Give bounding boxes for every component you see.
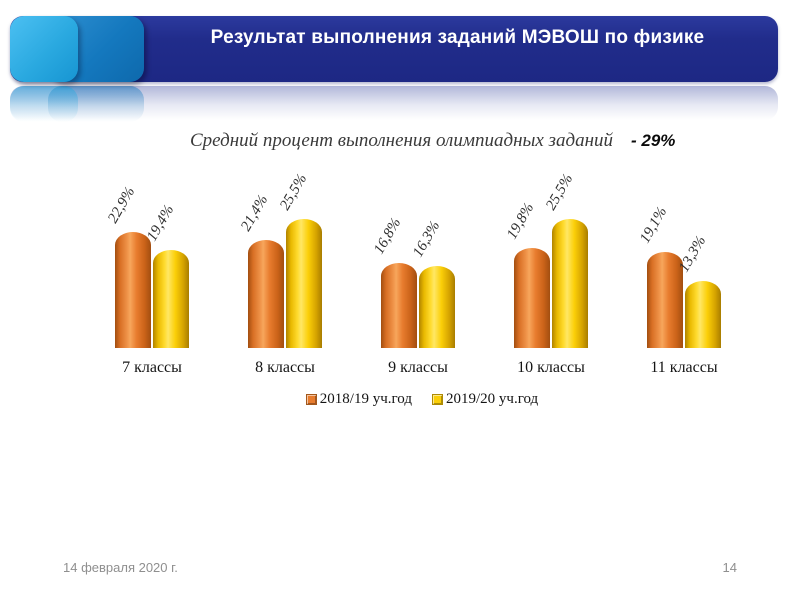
x-axis-label: 7 классы [122, 359, 182, 376]
slide-page-number: 14 [722, 560, 737, 575]
bar-value-label: 22,9% [105, 184, 139, 226]
bar-value-label: 25,5% [543, 171, 577, 213]
bar-series0-10-классы [514, 248, 550, 348]
bar-value-label: 13,3% [676, 233, 710, 275]
x-axis-label: 11 классы [650, 359, 718, 376]
x-axis-label: 8 классы [255, 359, 315, 376]
bar-value-label: 25,5% [277, 171, 311, 213]
bar-series1-7-классы [153, 250, 189, 348]
bar-value-label: 19,1% [637, 204, 671, 246]
bar-series1-11-классы [685, 281, 721, 348]
x-axis-label: 9 классы [388, 359, 448, 376]
legend-label: 2018/19 уч.год [319, 391, 412, 407]
bar-series1-10-классы [552, 219, 588, 348]
light-blue-square-reflection [10, 86, 78, 122]
bar-series0-7-классы [115, 232, 151, 348]
bar-series0-8-классы [248, 240, 284, 348]
bar-value-label: 16,3% [410, 218, 444, 260]
slide-date: 14 февраля 2020 г. [63, 560, 178, 575]
bar-series0-11-классы [647, 252, 683, 348]
bar-value-label: 19,8% [504, 200, 538, 242]
slide-title: Результат выполнения заданий МЭВОШ по фи… [210, 27, 705, 48]
bar-series1-9-классы [419, 266, 455, 348]
legend-label: 2019/20 уч.год [446, 391, 539, 407]
chart-annotation: - 29% [631, 131, 676, 150]
bar-value-label: 19,4% [144, 202, 178, 244]
bar-value-label: 21,4% [238, 192, 272, 234]
bar-series0-9-классы [381, 263, 417, 348]
legend-item-0: 2018/19 уч.год [305, 391, 412, 408]
light-blue-square-decoration [10, 16, 78, 82]
legend-item-1: 2019/20 уч.год [432, 391, 538, 408]
bar-series1-8-классы [286, 219, 322, 348]
bar-value-label: 16,8% [371, 215, 405, 257]
chart-legend: 2018/19 уч.год 2019/20 уч.год [0, 391, 800, 408]
chart-title: Средний процент выполнения олимпиадных з… [190, 130, 675, 152]
legend-swatch-icon [305, 394, 317, 405]
x-axis-label: 10 классы [517, 359, 585, 376]
legend-swatch-icon [432, 394, 443, 405]
chart-title-text: Средний процент выполнения олимпиадных з… [190, 130, 613, 151]
